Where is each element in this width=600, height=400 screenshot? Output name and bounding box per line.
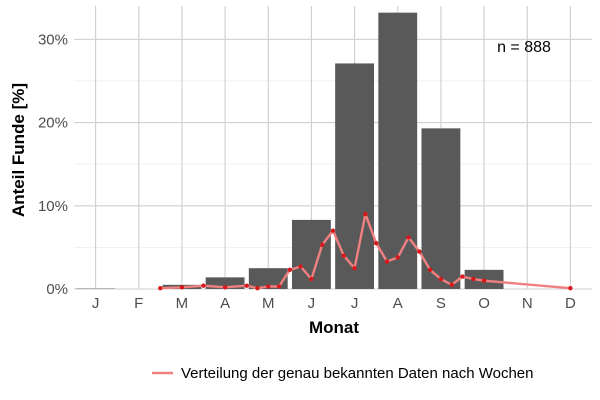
- weekly-point: [406, 235, 411, 240]
- weekly-point: [481, 278, 487, 283]
- weekly-point: [373, 241, 379, 246]
- y-tick-label: 20%: [38, 115, 68, 132]
- weekly-point: [276, 284, 282, 289]
- x-tick-label: A: [220, 295, 230, 312]
- weekly-point: [417, 249, 422, 254]
- weekly-point: [255, 285, 260, 291]
- x-tick-label: A: [393, 295, 403, 312]
- n-annotation: n = 888: [497, 39, 551, 56]
- weekly-point: [352, 265, 357, 271]
- weekly-points: [158, 211, 573, 291]
- weekly-point: [363, 211, 368, 217]
- weekly-point: [309, 276, 314, 282]
- x-tick-label: J: [351, 295, 359, 312]
- weekly-point: [298, 264, 303, 269]
- weekly-point: [222, 285, 228, 290]
- weekly-point: [438, 276, 444, 282]
- y-axis-title: Anteil Funde [%]: [9, 83, 28, 217]
- x-tick-label: O: [478, 295, 490, 312]
- bar-4: [205, 277, 245, 289]
- weekly-point: [384, 259, 390, 264]
- y-tick-label: 0%: [46, 281, 68, 298]
- x-tick-label: M: [262, 295, 275, 312]
- weekly-line: [160, 212, 571, 290]
- weekly-point: [395, 255, 400, 260]
- weekly-line-series: [160, 212, 571, 290]
- bar-8: [378, 12, 418, 290]
- x-tick-label: D: [565, 295, 576, 312]
- y-tick-label: 10%: [38, 198, 68, 215]
- x-tick-label: N: [522, 295, 533, 312]
- bar-5: [248, 268, 288, 289]
- weekly-point: [568, 285, 573, 291]
- weekly-point: [158, 285, 163, 291]
- weekly-point: [341, 253, 346, 258]
- weekly-point: [244, 283, 249, 288]
- weekly-point: [330, 228, 336, 233]
- bar-9: [421, 128, 461, 289]
- legend: Verteilung der genau bekannten Daten nac…: [152, 365, 534, 382]
- x-tick-label: J: [92, 295, 100, 312]
- weekly-point: [449, 282, 454, 288]
- x-tick-label: F: [134, 295, 143, 312]
- weekly-point: [460, 274, 465, 279]
- weekly-point: [471, 276, 476, 282]
- x-axis-title: Monat: [309, 318, 359, 337]
- weekly-point: [266, 284, 271, 289]
- legend-label: Verteilung der genau bekannten Daten nac…: [181, 365, 534, 382]
- x-tick-label: J: [308, 295, 316, 312]
- bar-7: [335, 63, 375, 289]
- y-tick-label: 30%: [38, 31, 68, 48]
- weekly-point: [201, 283, 206, 288]
- weekly-point: [287, 267, 293, 273]
- x-tick-label: M: [176, 295, 189, 312]
- x-tick-label: S: [436, 295, 446, 312]
- weekly-point: [320, 242, 325, 248]
- bar-series: [76, 12, 504, 290]
- y-tick-labels: 0% 10% 20% 30%: [38, 31, 68, 298]
- weekly-point: [179, 285, 185, 290]
- weekly-point: [427, 267, 433, 273]
